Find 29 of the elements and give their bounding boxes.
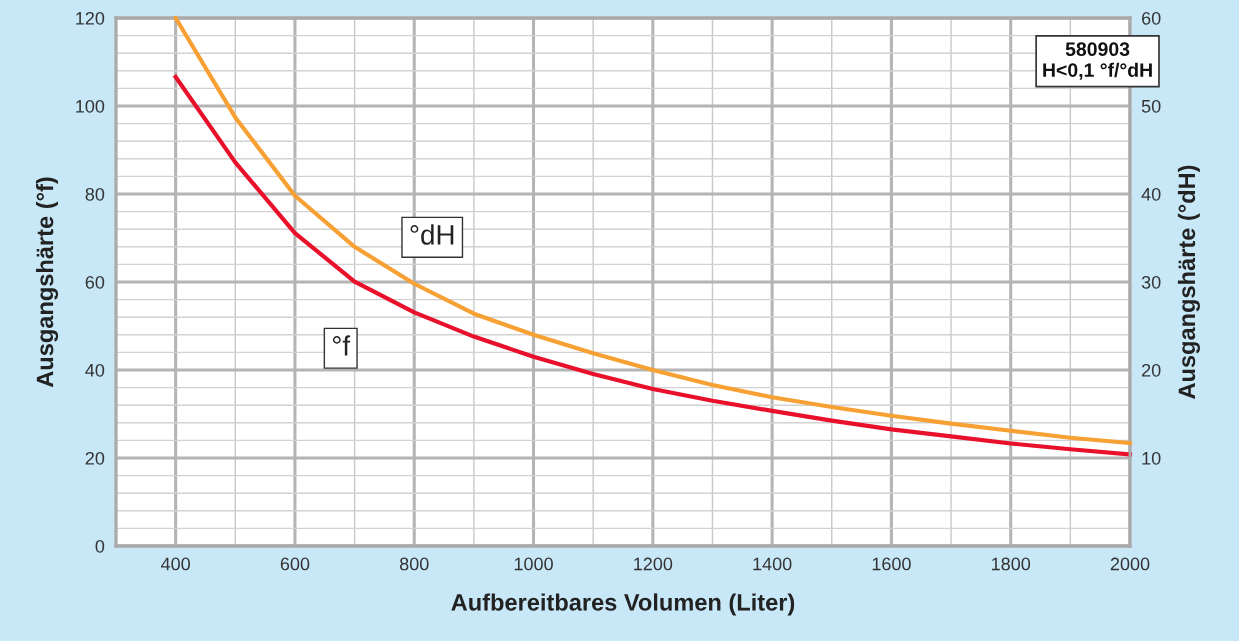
x-tick-label: 2000 [1110, 557, 1150, 571]
y-tick-label: 120 [76, 11, 105, 25]
x-tick-label: 1800 [992, 557, 1031, 571]
y-axis-title: Ausgangshärte (°f) [35, 177, 59, 388]
y2-tick-label: 50 [1141, 99, 1161, 113]
y-tick-label: 20 [85, 451, 105, 465]
y2-tick-label: 20 [1142, 363, 1161, 377]
x-tick-label: 1200 [634, 557, 673, 571]
x-tick-label: 600 [280, 557, 310, 571]
x-tick-label: 800 [399, 557, 429, 571]
x-tick-label: 400 [161, 557, 190, 571]
x-tick-label: 1000 [514, 557, 553, 571]
y2-tick-label: 60 [1142, 11, 1161, 25]
annotation: H<0,1 °f/°dH [1043, 62, 1152, 80]
series-label: °dH [410, 224, 454, 245]
y2-tick-label: 40 [1141, 187, 1161, 201]
y2-tick-label: 30 [1141, 275, 1161, 289]
x-axis-title: Aufbereitbares Volumen (Liter) [451, 593, 795, 616]
y-tick-label: 0 [95, 539, 105, 553]
annotation: 580903 [1065, 42, 1130, 57]
y-tick-label: 80 [85, 187, 105, 201]
y-tick-label: 60 [85, 275, 105, 289]
x-tick-label: 1600 [872, 557, 911, 571]
x-tick-label: 1400 [753, 557, 792, 571]
y2-axis-title: Ausgangshärte (°dH) [1177, 165, 1200, 399]
y2-tick-label: 10 [1142, 451, 1161, 465]
y-tick-label: 100 [76, 99, 105, 113]
y-tick-label: 40 [85, 363, 105, 377]
series-label: °f [332, 335, 351, 356]
